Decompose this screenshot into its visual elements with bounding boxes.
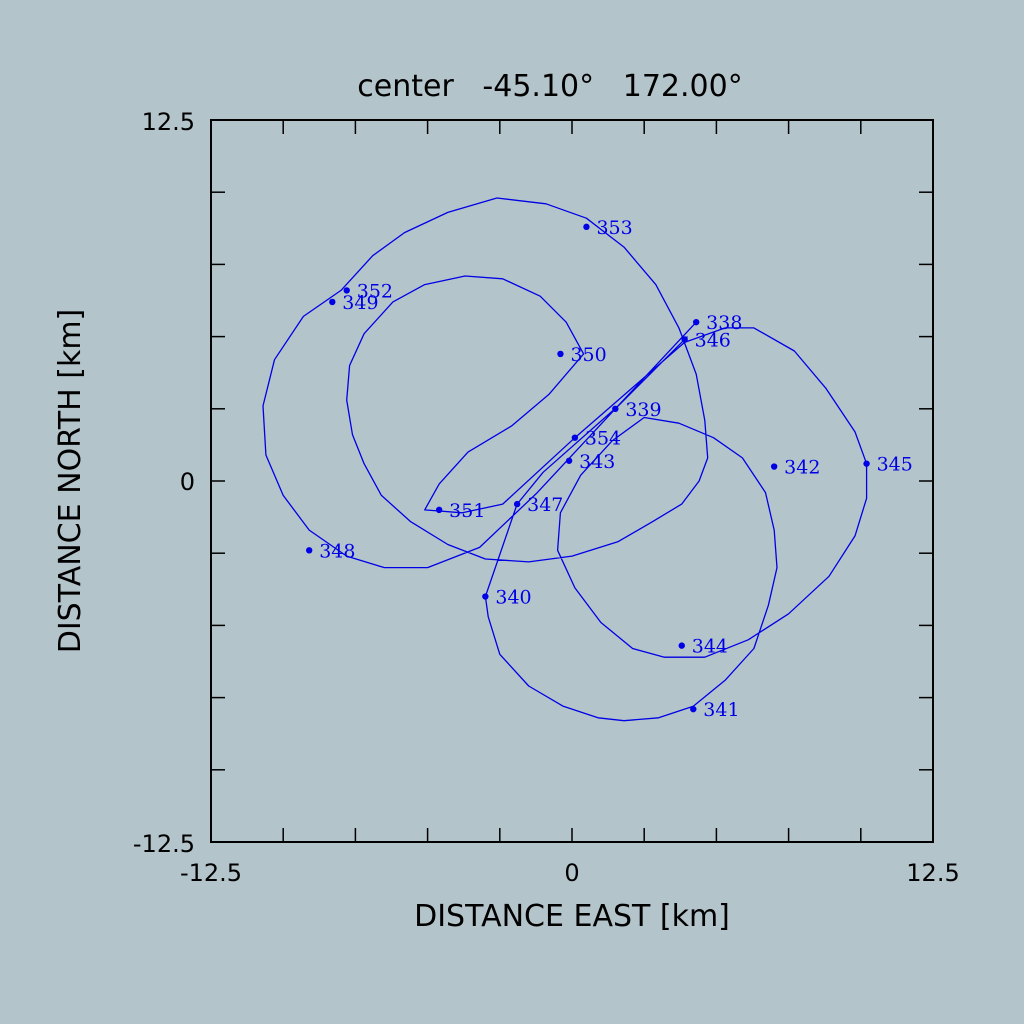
point-label-340: 340 [495, 587, 531, 609]
point-marker-346 [681, 336, 688, 343]
x-tick-label-left: -12.5 [180, 859, 242, 887]
point-label-338: 338 [706, 312, 742, 334]
x-tick-label-right: 12.5 [906, 859, 959, 887]
point-marker-339 [612, 405, 619, 412]
point-marker-349 [329, 298, 336, 306]
point-marker-350 [557, 350, 564, 358]
point-label-352: 352 [357, 280, 393, 302]
point-label-353: 353 [596, 217, 632, 239]
point-marker-338 [692, 318, 700, 326]
chart-title: center -45.10° 172.00° [357, 69, 742, 104]
y-tick-label-bottom: -12.5 [133, 830, 195, 858]
point-label-344: 344 [692, 636, 728, 658]
point-label-348: 348 [319, 540, 355, 562]
point-marker-347 [513, 500, 521, 508]
plot-frame [210, 119, 934, 843]
point-label-342: 342 [784, 457, 820, 479]
point-marker-340 [482, 593, 489, 600]
axis-ticks [211, 120, 933, 842]
point-label-346: 346 [695, 329, 731, 351]
x-axis-label: DISTANCE EAST [km] [414, 899, 730, 934]
x-tick-label-zero: 0 [564, 859, 579, 887]
point-marker-344 [678, 642, 685, 649]
point-marker-343 [565, 457, 573, 464]
y-axis-label: DISTANCE NORTH [km] [53, 309, 88, 654]
point-marker-354 [571, 434, 579, 441]
point-marker-352 [343, 287, 350, 294]
point-marker-342 [770, 463, 778, 470]
point-marker-348 [305, 547, 313, 554]
point-label-343: 343 [579, 451, 615, 473]
point-marker-353 [583, 223, 590, 231]
point-label-351: 351 [449, 500, 485, 522]
track-line [262, 197, 868, 722]
point-label-349: 349 [342, 292, 378, 314]
point-label-347: 347 [527, 494, 563, 516]
track-points: 338 339 340 341 342 343 344 345 346 347 348 349 350 3… [305, 217, 913, 721]
point-marker-351 [435, 506, 443, 514]
point-label-341: 341 [703, 699, 739, 721]
point-label-345: 345 [877, 454, 913, 476]
y-tick-label-top: 12.5 [142, 108, 195, 136]
y-tick-label-zero: 0 [180, 468, 195, 496]
point-marker-345 [863, 460, 870, 467]
point-marker-341 [690, 705, 697, 713]
point-label-339: 339 [625, 399, 661, 421]
point-label-354: 354 [585, 428, 621, 450]
point-label-350: 350 [570, 344, 606, 366]
